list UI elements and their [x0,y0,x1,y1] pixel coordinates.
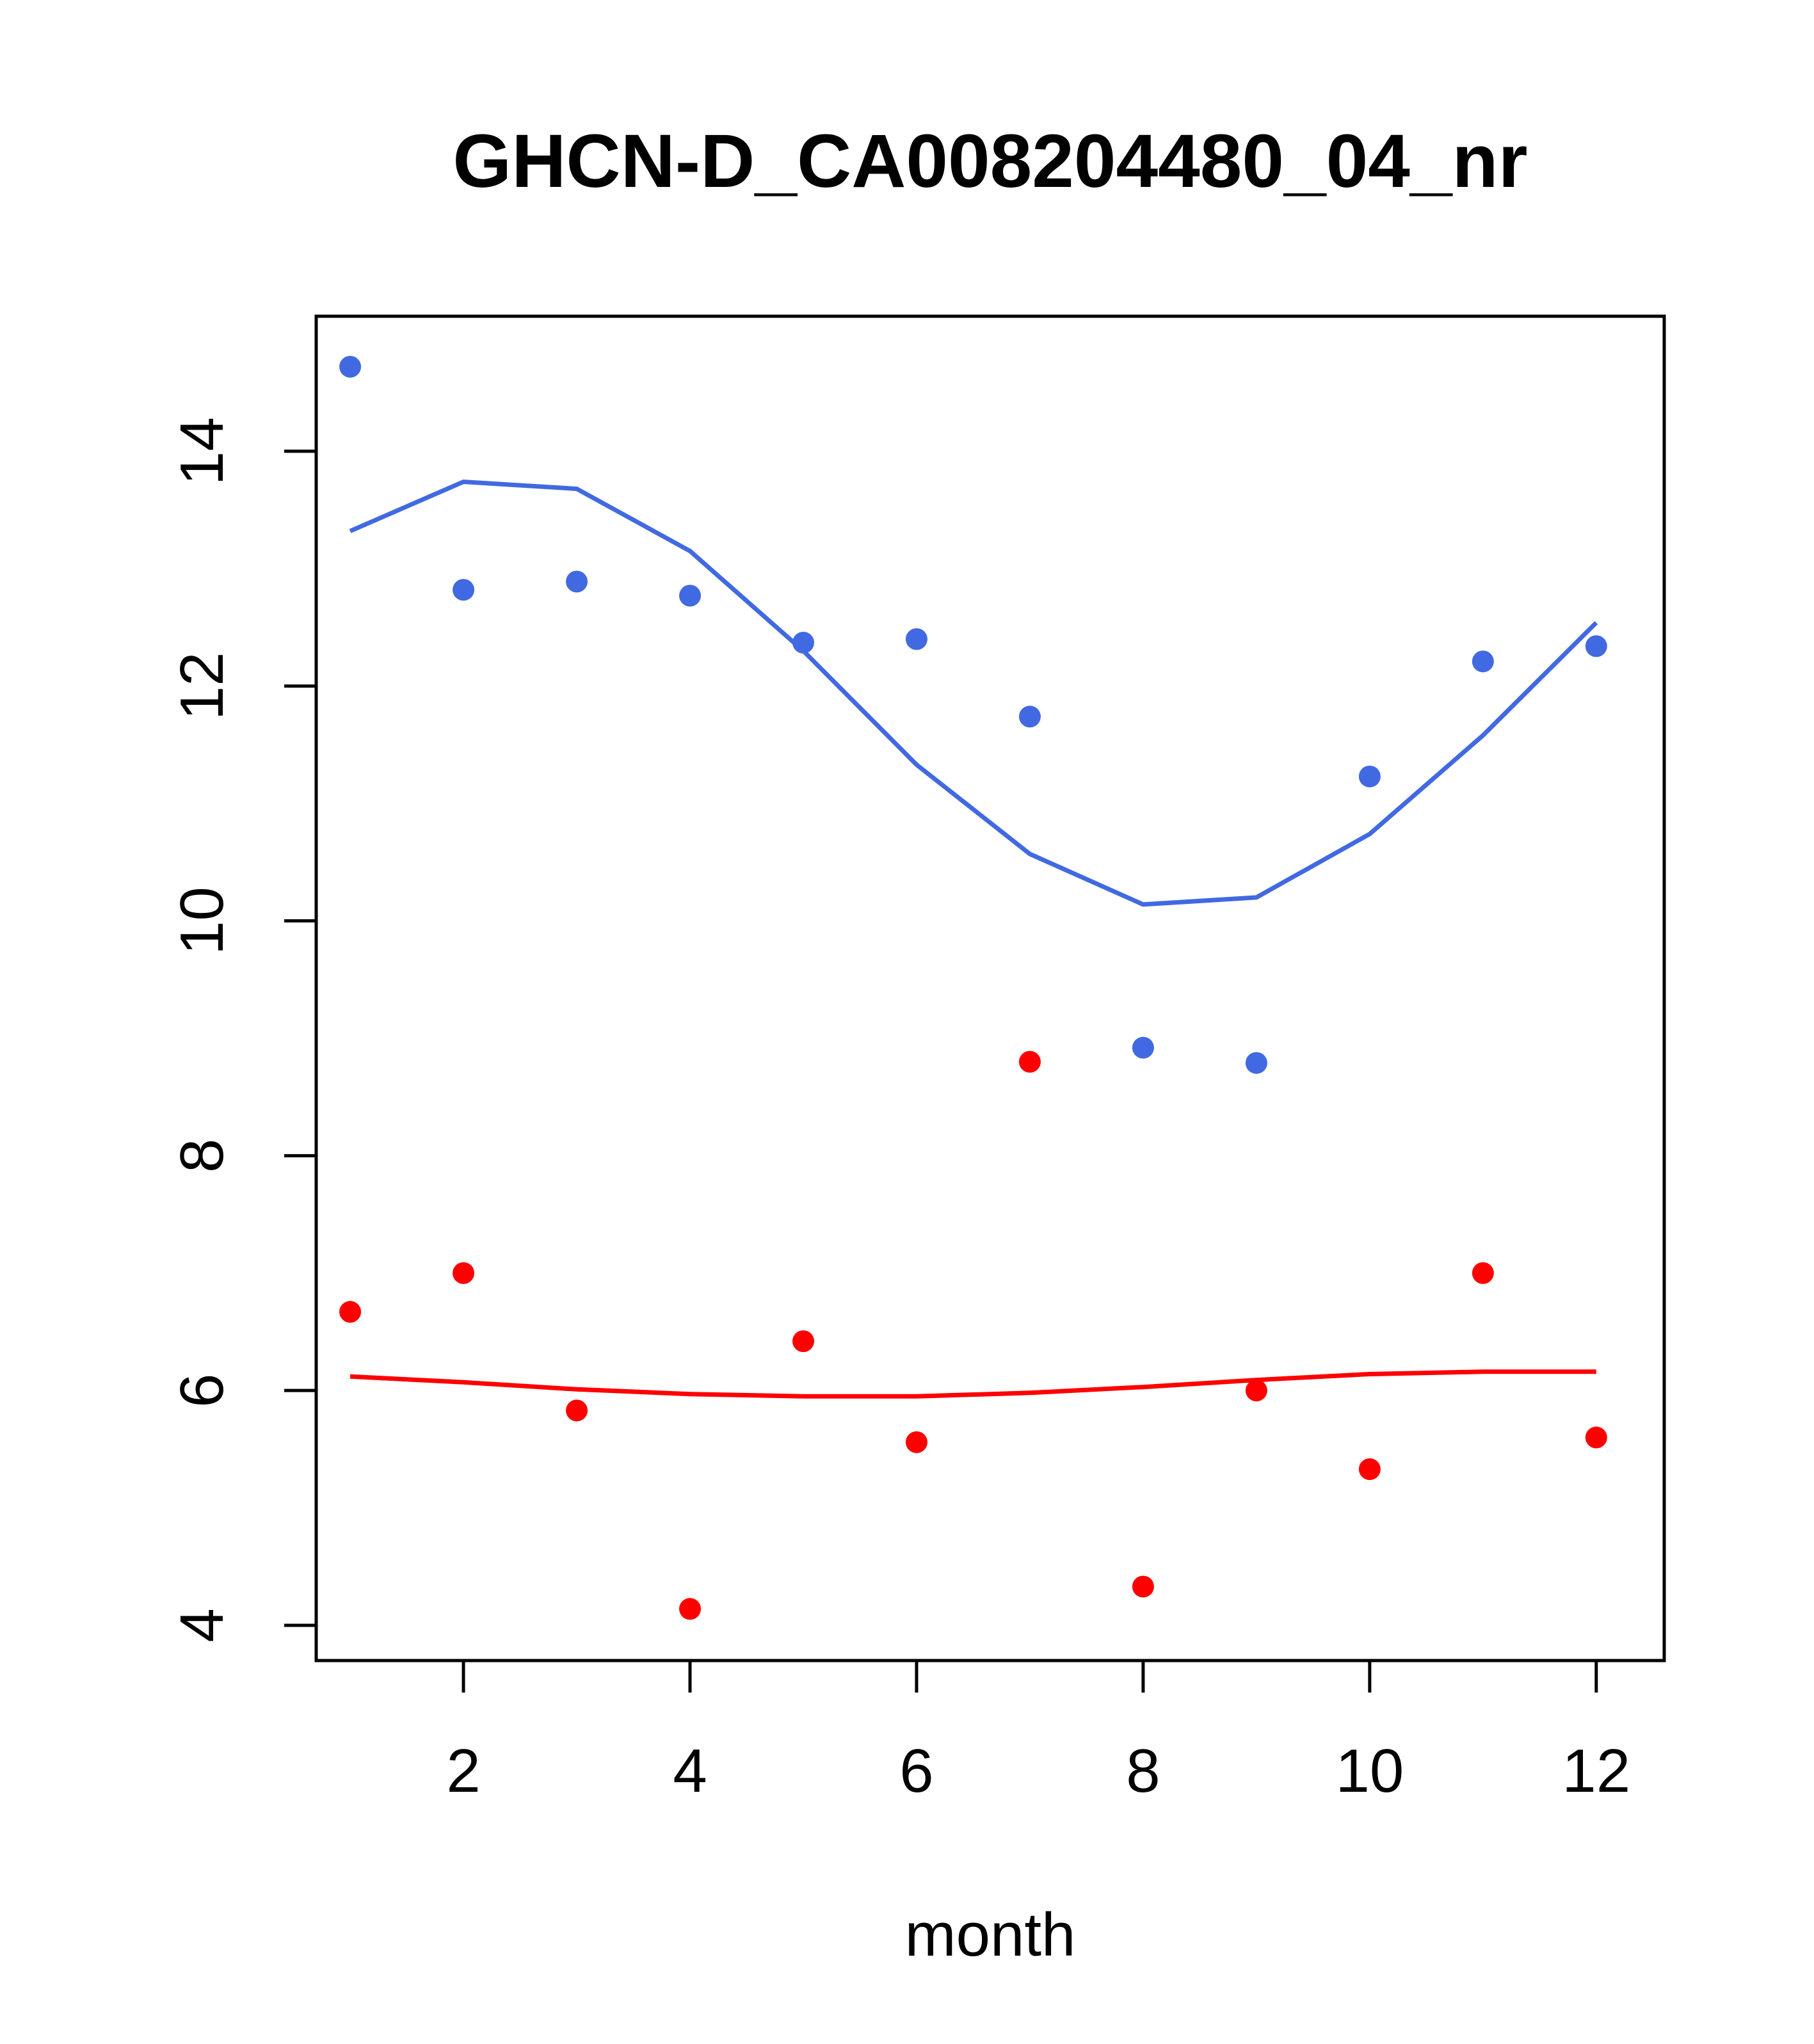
blue-data-point [1018,705,1041,728]
blue-data-point [566,570,588,593]
x-tick-label: 12 [1562,1737,1630,1805]
red-fitted-line [349,1369,1596,1399]
x-axis: 2 4 6 8 10 12 [446,1659,1630,1805]
red-data-point [792,1330,814,1353]
red-data-point [453,1262,475,1284]
x-tick-label: 2 [446,1737,480,1805]
blue-fitted-line [349,479,1598,907]
y-tick-label: 10 [168,887,236,955]
y-tick-label: 12 [168,652,236,720]
blue-data-point [1245,1052,1267,1074]
plot-frame [314,314,1666,1662]
red-data-point [1245,1380,1267,1402]
blue-data-point [679,584,702,607]
red-data-point [566,1399,588,1422]
red-data-point [1132,1575,1154,1598]
red-data-point [905,1431,927,1453]
y-tick-label: 14 [168,417,236,486]
blue-data-point [1472,650,1494,673]
x-tick-label: 8 [1126,1737,1160,1805]
x-tick-label: 4 [673,1737,707,1805]
blue-data-point [1585,635,1607,657]
series-layer [339,355,1607,1620]
y-tick-label: 6 [168,1373,236,1407]
blue-data-point [453,579,475,601]
red-data-point [679,1598,702,1620]
y-tick-label: 8 [168,1139,236,1173]
red-data-point [1018,1050,1041,1073]
chart-title: GHCN-D_CA008204480_04_nr [453,119,1527,204]
blue-data-point [1132,1036,1154,1059]
red-data-point [1358,1458,1381,1481]
blue-data-point [1358,765,1381,787]
x-axis-label: month [905,1901,1076,1969]
red-data-point [339,1301,362,1323]
blue-data-point [905,628,927,650]
y-axis: 4 6 8 10 12 14 [168,417,318,1643]
y-tick-label: 4 [168,1608,236,1642]
x-tick-label: 10 [1335,1737,1404,1805]
x-tick-label: 6 [899,1737,933,1805]
red-data-point [1585,1426,1607,1449]
blue-data-point [339,355,362,378]
red-data-point [1472,1262,1494,1284]
